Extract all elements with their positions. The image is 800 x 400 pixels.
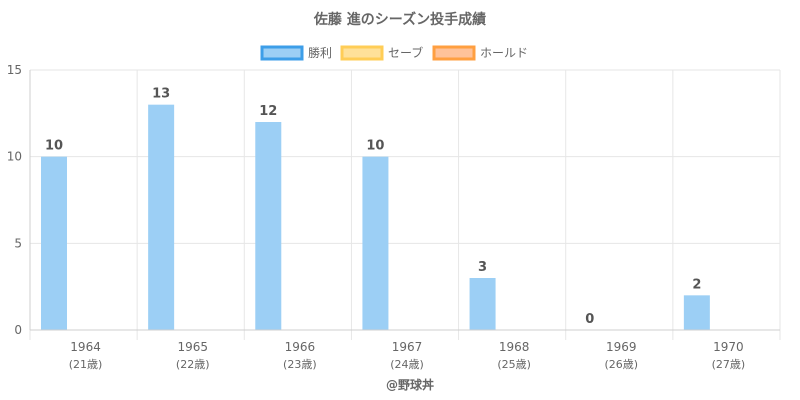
x-tick-sublabel-1966: (23歳) (283, 358, 317, 371)
x-tick-sublabel-1967: (24歳) (390, 358, 424, 371)
legend-label-0: 勝利 (308, 45, 332, 60)
data-label-1967: 10 (366, 139, 384, 154)
x-tick-label-1970: 1970 (713, 340, 744, 354)
bar-勝利-1965 (148, 104, 175, 331)
x-tick-sublabel-1965: (22歳) (176, 358, 210, 371)
data-label-1970: 2 (692, 277, 701, 292)
x-tick-sublabel-1968: (25歳) (497, 358, 531, 371)
grid (29, 69, 781, 340)
bar-勝利-1966 (255, 122, 282, 330)
x-tick-label-1969: 1969 (606, 340, 637, 354)
chart-title: 佐藤 進のシーズン投手成績 (313, 11, 486, 28)
y-tick-label-15: 15 (7, 63, 22, 77)
legend: 勝利 セーブ ホールド (260, 45, 528, 61)
x-axis: 1964 (21歳) 1965 (22歳) 1966 (23歳) 1967 (24歳) 1968… (69, 340, 745, 371)
y-tick-label-0: 0 (14, 323, 22, 337)
bar-勝利-1970 (683, 295, 710, 330)
legend-label-1: セーブ (388, 45, 423, 60)
x-tick-label-1968: 1968 (499, 340, 530, 354)
legend-swatch-2 (432, 45, 476, 61)
legend-label-2: ホールド (480, 46, 528, 60)
y-axis: 0 5 10 15 (7, 63, 780, 337)
bar-勝利-1967 (362, 156, 389, 330)
data-label-1968: 3 (478, 260, 487, 275)
x-tick-label-1966: 1966 (285, 340, 316, 354)
x-tick-sublabel-1969: (26歳) (604, 358, 638, 371)
x-tick-label-1964: 1964 (70, 340, 101, 354)
data-label-1969: 0 (585, 312, 594, 327)
bar-勝利-1968 (469, 278, 496, 330)
bars (41, 104, 710, 331)
bar-勝利-1964 (41, 156, 67, 330)
legend-swatch-1 (340, 45, 384, 61)
data-labels: 10 13 12 10 3 0 2 (45, 87, 701, 327)
x-tick-label-1967: 1967 (392, 340, 423, 354)
data-label-1964: 10 (45, 139, 63, 154)
x-tick-sublabel-1970: (27歳) (712, 358, 746, 371)
x-tick-label-1965: 1965 (177, 340, 208, 354)
credit-text: @野球丼 (386, 377, 434, 392)
data-label-1965: 13 (152, 87, 170, 102)
y-tick-label-10: 10 (7, 150, 22, 164)
x-tick-sublabel-1964: (21歳) (69, 358, 103, 371)
y-tick-label-5: 5 (14, 236, 22, 250)
legend-swatch-0 (260, 45, 304, 61)
data-label-1966: 12 (259, 104, 277, 119)
